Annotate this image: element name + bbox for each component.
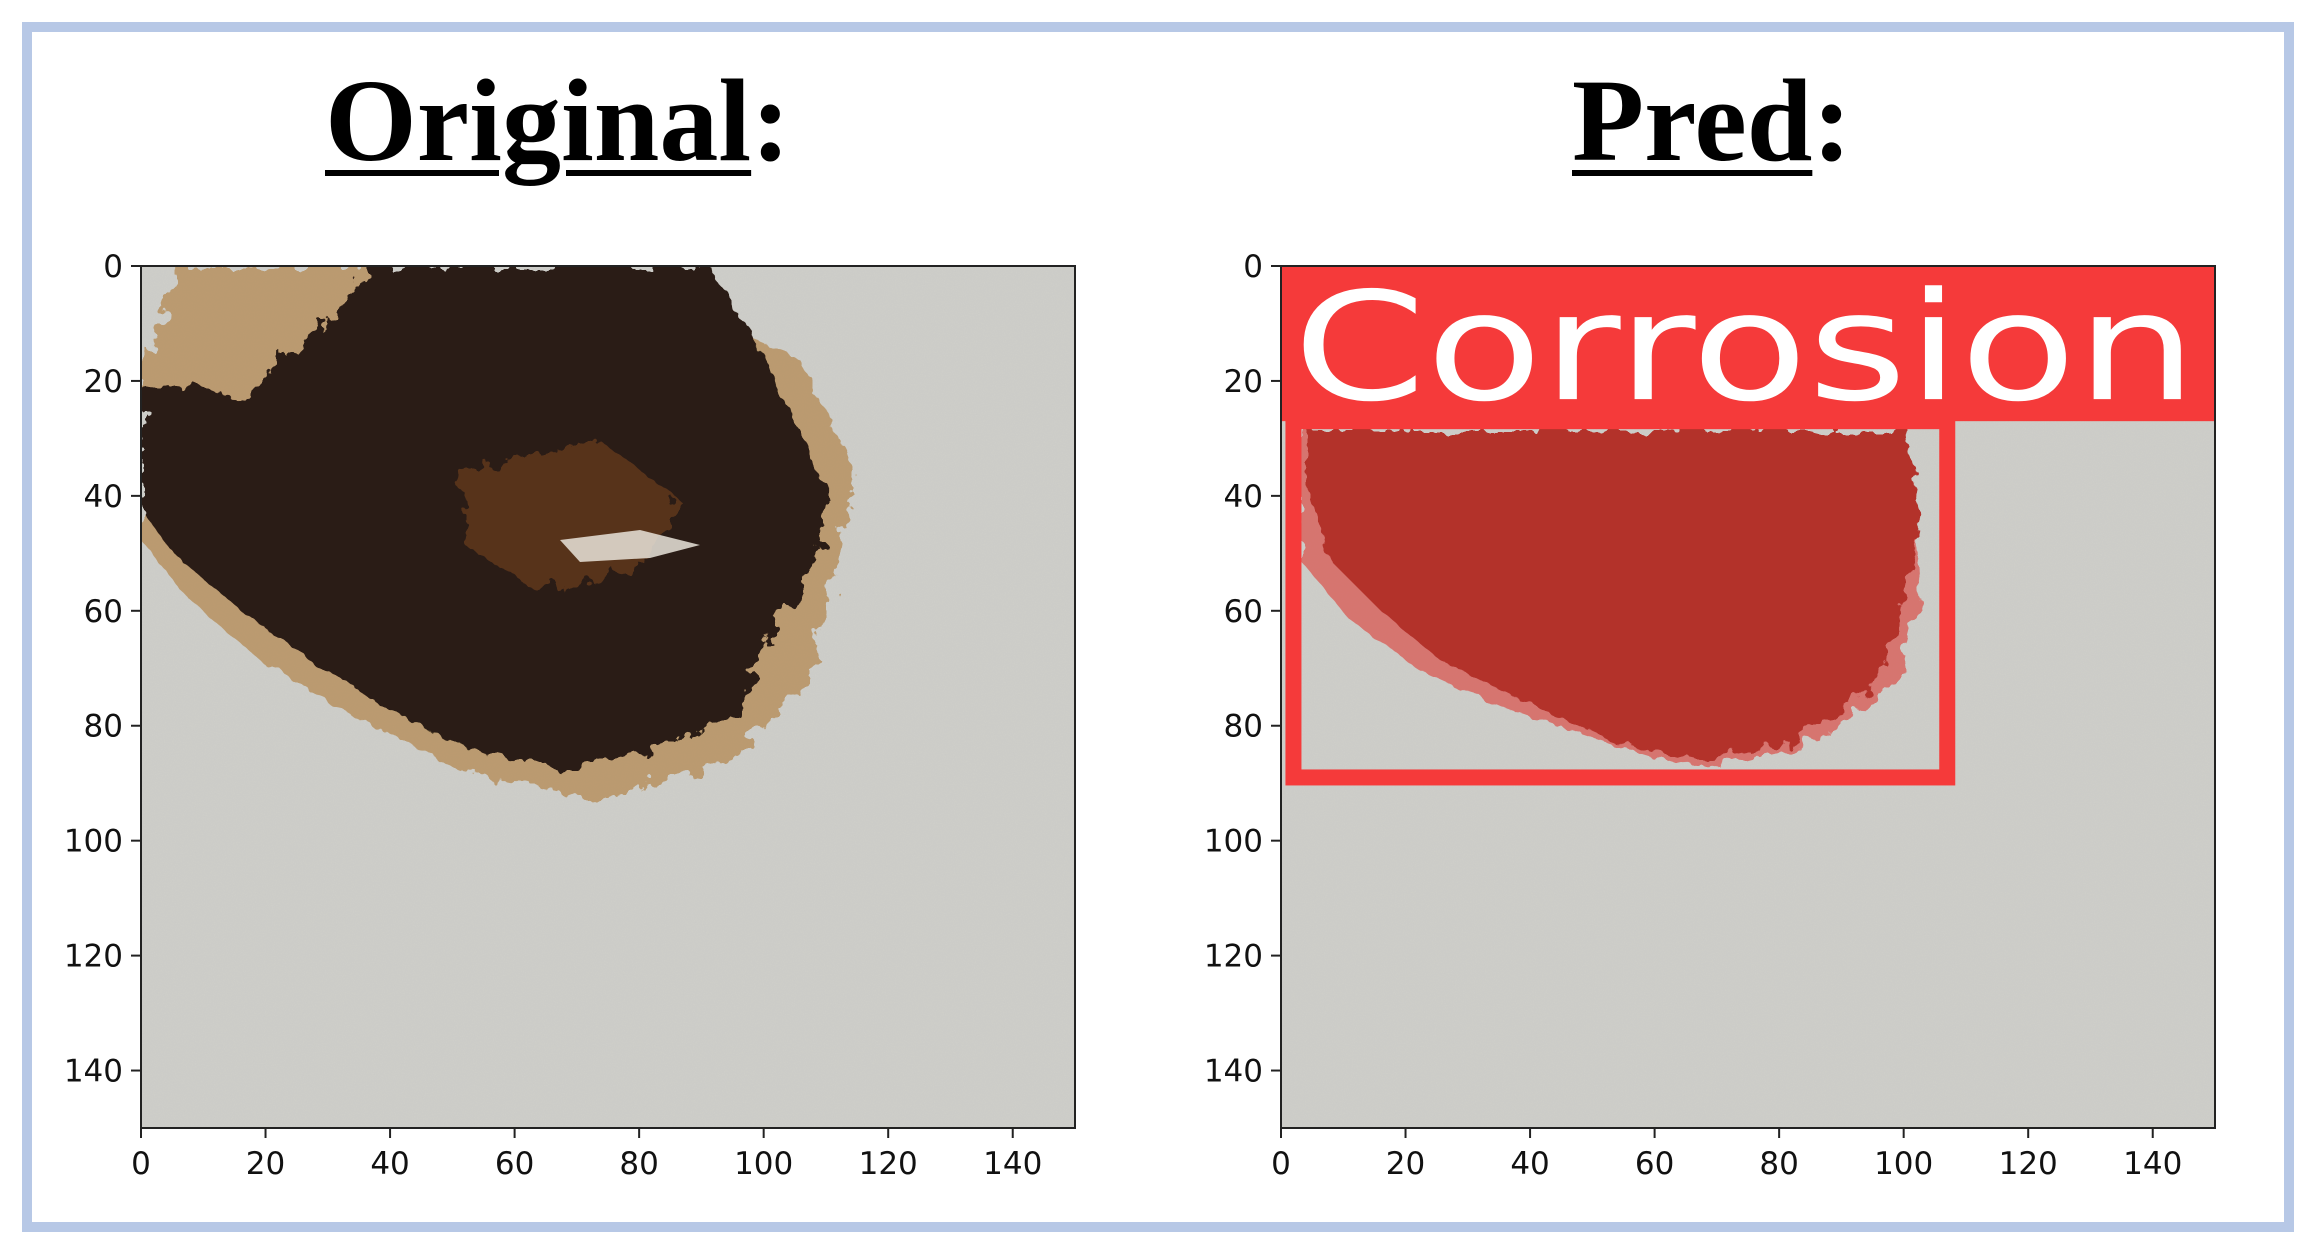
original-image-plot: 0 20 40 60 80 100 120 140 0 20 40 60 80 100 120 140 <box>64 249 1076 1182</box>
original-axes: 0 20 40 60 80 100 120 140 0 20 40 60 80 100 120 140 <box>64 249 1042 1182</box>
pred-title-text: Pred <box>1572 55 1813 186</box>
pred-y-tick-label: 40 <box>1224 479 1263 515</box>
detection-label: Corrosion <box>1293 261 2197 435</box>
original-title: Original: <box>325 56 790 186</box>
pred-axes: 0 20 40 60 80 100 120 140 0 20 40 60 80 100 120 140 <box>1204 249 2182 1182</box>
original-y-tick-label: 20 <box>84 364 123 400</box>
plot-frame <box>140 265 1076 1129</box>
original-y-tick-label: 60 <box>84 594 123 630</box>
pred-y-tick-label: 20 <box>1224 364 1263 400</box>
pred-x-tick-label: 40 <box>1510 1146 1549 1182</box>
original-x-tick-label: 120 <box>859 1146 918 1182</box>
pred-x-tick-label: 60 <box>1635 1146 1674 1182</box>
pred-image-plot: Corrosion 0 20 40 60 80 100 120 140 0 20 40 60 80 100… <box>1204 249 2216 1182</box>
rust-flake <box>560 530 700 562</box>
original-y-tick-label: 100 <box>64 824 123 860</box>
pred-y-tick-label: 0 <box>1243 249 1263 285</box>
original-title-text: Original <box>325 55 752 186</box>
pred-x-tick-label: 120 <box>1999 1146 2058 1182</box>
pred-x-tick-label: 0 <box>1271 1146 1291 1182</box>
original-x-tick-label: 100 <box>734 1146 793 1182</box>
plot-frame <box>1280 265 2216 1129</box>
pred-title: Pred: <box>1572 56 1852 186</box>
original-x-tick-label: 40 <box>370 1146 409 1182</box>
original-photo <box>141 266 1075 1128</box>
pred-y-tick-label: 120 <box>1204 939 1263 975</box>
original-title-colon: : <box>751 55 791 186</box>
corrosion-mask <box>1310 430 1920 760</box>
original-x-tick-label: 20 <box>246 1146 285 1182</box>
detection: Corrosion <box>1281 261 2215 786</box>
original-y-tick-label: 80 <box>84 709 123 745</box>
pred-y-tick-label: 100 <box>1204 824 1263 860</box>
pred-y-tick-label: 60 <box>1224 594 1263 630</box>
original-x-tick-label: 60 <box>495 1146 534 1182</box>
original-y-tick-label: 40 <box>84 479 123 515</box>
pred-x-tick-label: 100 <box>1874 1146 1933 1182</box>
original-x-tick-label: 80 <box>619 1146 658 1182</box>
pred-y-tick-label: 140 <box>1204 1054 1263 1090</box>
pred-x-tick-label: 80 <box>1759 1146 1798 1182</box>
original-x-tick-label: 140 <box>983 1146 1042 1182</box>
original-y-tick-label: 0 <box>103 249 123 285</box>
original-y-tick-label: 140 <box>64 1054 123 1090</box>
detection-label-band <box>1281 266 2215 422</box>
original-y-tick-label: 120 <box>64 939 123 975</box>
pred-y-tick-label: 80 <box>1224 709 1263 745</box>
pred-x-tick-label: 140 <box>2123 1146 2182 1182</box>
pred-x-tick-label: 20 <box>1386 1146 1425 1182</box>
pred-title-colon: : <box>1812 55 1852 186</box>
original-x-tick-label: 0 <box>131 1146 151 1182</box>
